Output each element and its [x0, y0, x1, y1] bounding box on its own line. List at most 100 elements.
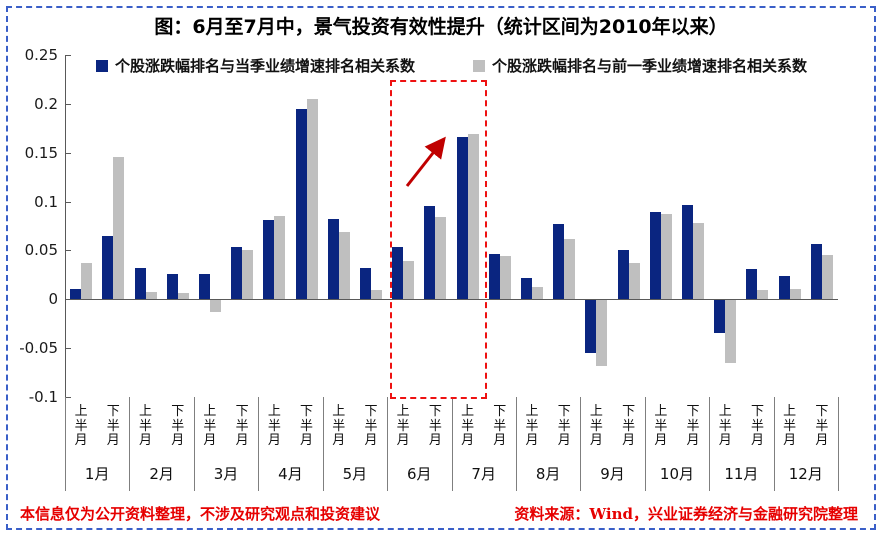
bar-previous-10月下半月 — [693, 223, 705, 300]
legend-label-series1: 个股涨跌幅排名与当季业绩增速排名相关系数 — [114, 57, 415, 75]
bar-current-10月下半月 — [682, 204, 694, 300]
x-month-label: 4月 — [278, 465, 303, 483]
bar-current-10月上半月 — [649, 212, 661, 300]
month-separator — [193, 397, 195, 491]
legend-label-series2: 个股涨跌幅排名与前一季业绩增速排名相关系数 — [492, 57, 808, 75]
x-half-month-label: 上 半 月 — [589, 404, 603, 449]
y-tick-label: -0.1 — [28, 388, 58, 406]
bar-current-4月上半月 — [263, 220, 275, 300]
bar-previous-7月下半月 — [499, 256, 511, 300]
x-half-month-label: 上 半 月 — [525, 404, 539, 449]
bar-current-12月下半月 — [810, 243, 822, 300]
bar-current-8月上半月 — [521, 277, 533, 300]
month-separator — [838, 397, 839, 491]
x-month-label: 6月 — [407, 465, 432, 483]
bar-current-7月上半月 — [456, 137, 468, 300]
x-half-month-label: 下 半 月 — [235, 404, 249, 449]
bar-previous-12月下半月 — [821, 255, 833, 300]
month-separator — [580, 397, 582, 491]
x-half-month-label: 下 半 月 — [300, 404, 314, 449]
bar-current-5月下半月 — [359, 268, 371, 300]
x-month-label: 2月 — [149, 465, 174, 483]
bar-previous-5月下半月 — [370, 289, 382, 300]
x-half-month-label: 下 半 月 — [750, 404, 764, 449]
x-half-month-label: 上 半 月 — [267, 404, 281, 449]
x-half-month-label: 下 半 月 — [428, 404, 442, 449]
series1-swatch-icon — [95, 59, 108, 72]
bar-previous-4月下半月 — [306, 98, 318, 300]
bar-previous-12月上半月 — [789, 288, 801, 300]
bar-previous-10月上半月 — [660, 214, 672, 300]
bar-previous-1月上半月 — [81, 263, 93, 300]
bar-current-3月下半月 — [231, 246, 243, 300]
bar-previous-9月上半月 — [596, 299, 608, 366]
y-tick-label: 0 — [48, 290, 58, 309]
bar-current-9月上半月 — [585, 299, 597, 354]
legend-item-current-quarter: 个股涨跌幅排名与当季业绩增速排名相关系数 — [95, 55, 415, 76]
y-tick-label: 0.05 — [24, 241, 58, 260]
x-half-month-label: 下 半 月 — [622, 404, 636, 449]
y-tick-label: 0.2 — [34, 94, 58, 113]
bar-current-11月上半月 — [714, 299, 726, 334]
month-separator — [65, 397, 66, 491]
x-month-label: 7月 — [471, 465, 496, 483]
y-tick — [65, 103, 71, 105]
bar-previous-9月下半月 — [628, 263, 640, 300]
y-tick — [65, 250, 71, 252]
x-half-month-label: 上 半 月 — [203, 404, 217, 449]
x-month-label: 12月 — [788, 465, 823, 483]
x-half-month-label: 下 半 月 — [493, 404, 507, 449]
bar-current-8月下半月 — [553, 224, 565, 300]
x-half-month-label: 下 半 月 — [106, 404, 120, 449]
bar-current-9月下半月 — [617, 250, 629, 300]
bar-current-5月上半月 — [327, 219, 339, 300]
x-month-label: 8月 — [535, 465, 561, 483]
bar-current-4月下半月 — [295, 108, 307, 300]
source-text: 资料来源：Wind，兴业证券经济与金融研究院整理 — [514, 505, 858, 523]
bar-previous-6月上半月 — [403, 261, 415, 300]
x-half-month-label: 下 半 月 — [557, 404, 571, 449]
month-separator — [129, 397, 131, 491]
y-tick-label: 0.25 — [24, 46, 58, 64]
bar-current-3月上半月 — [198, 273, 210, 300]
x-month-label: 9月 — [600, 465, 625, 483]
x-half-month-label: 下 半 月 — [815, 404, 829, 449]
month-separator — [322, 397, 324, 491]
bar-current-6月上半月 — [392, 246, 404, 300]
y-tick — [65, 397, 71, 398]
bar-previous-4月上半月 — [274, 216, 286, 300]
y-tick-label: -0.05 — [19, 339, 58, 358]
x-half-month-label: 上 半 月 — [332, 404, 346, 449]
bar-current-1月上半月 — [70, 288, 82, 300]
x-half-month-label: 下 半 月 — [364, 404, 378, 449]
bar-previous-1月下半月 — [113, 156, 125, 300]
month-separator — [258, 397, 260, 491]
bar-previous-3月上半月 — [209, 299, 221, 312]
x-half-month-label: 上 半 月 — [139, 404, 153, 449]
bar-previous-6月下半月 — [435, 217, 447, 300]
bar-previous-11月上半月 — [725, 299, 737, 363]
x-half-month-label: 上 半 月 — [718, 404, 732, 449]
bar-previous-7月上半月 — [467, 134, 479, 300]
month-separator — [387, 397, 389, 491]
bar-current-1月下半月 — [102, 235, 114, 300]
bar-current-6月下半月 — [424, 206, 436, 300]
y-tick-label: 0.15 — [24, 143, 58, 162]
legend-item-previous-quarter: 个股涨跌幅排名与前一季业绩增速排名相关系数 — [473, 55, 807, 76]
x-half-month-label: 上 半 月 — [654, 404, 668, 449]
bar-previous-2月上半月 — [145, 292, 157, 300]
y-tick — [65, 348, 71, 350]
month-separator — [644, 397, 646, 491]
x-half-month-label: 上 半 月 — [74, 404, 88, 449]
month-separator — [451, 397, 453, 491]
series2-swatch-icon — [473, 59, 485, 72]
disclaimer-text: 本信息仅为公开资料整理，不涉及研究观点和投资建议 — [20, 505, 381, 523]
x-half-month-label: 上 半 月 — [783, 404, 797, 449]
zero-axis-line — [65, 299, 838, 301]
bar-previous-8月上半月 — [532, 286, 544, 300]
x-month-label: 5月 — [342, 465, 368, 483]
bar-previous-3月下半月 — [242, 250, 254, 300]
y-tick — [65, 55, 71, 56]
y-tick — [65, 152, 71, 154]
